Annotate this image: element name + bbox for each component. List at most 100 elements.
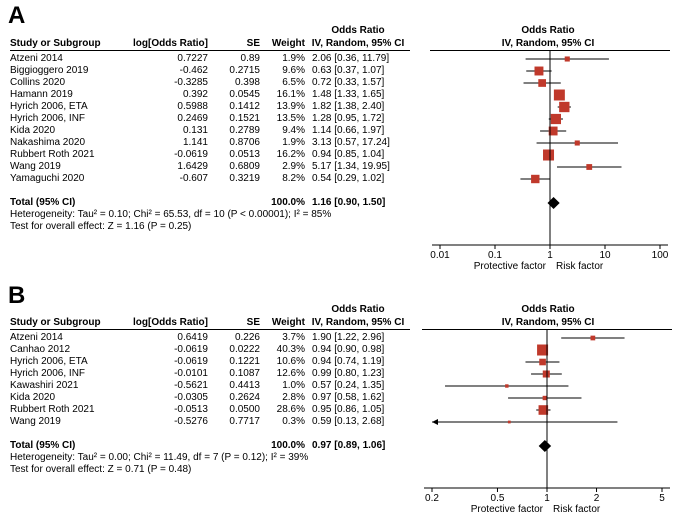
study-estimate: -0.0619 [174,344,208,355]
x-tick-label: 100 [651,250,669,261]
x-tick-label: 5 [659,493,665,504]
study-se: 0.2624 [229,392,260,403]
x-tick-label: 2 [593,493,600,504]
study-ci: 0.94 [0.74, 1.19] [312,356,385,367]
study-ci: 0.63 [0.37, 1.07] [312,65,385,76]
study-weight: 13.9% [276,101,305,112]
study-weight: 9.4% [282,125,305,136]
panel-a-label: A [8,2,26,29]
study-se: 0.398 [234,77,260,88]
study-se: 0.2715 [229,65,260,76]
study-weight: 9.6% [282,65,305,76]
study-se: 0.6809 [229,161,260,172]
header-study: Study or Subgroup [10,38,101,49]
study-estimate: 1.141 [182,137,208,148]
total-diamond [547,197,560,209]
study-marker [537,344,549,356]
study-estimate: -0.3285 [174,77,208,88]
study-weight: 16.1% [276,89,305,100]
study-weight: 2.8% [282,392,305,403]
study-marker [586,164,593,170]
overall-effect-text: Test for overall effect: Z = 1.16 (P = 0… [10,221,192,232]
heterogeneity-text: Heterogeneity: Tau² = 0.10; Chi² = 65.53… [10,209,332,220]
header-estimate: log[Odds Ratio] [133,317,208,328]
header-method: IV, Random, 95% CI [311,38,405,49]
ci-arrow [432,419,438,425]
study-weight: 13.5% [276,113,305,124]
study-ci: 0.57 [0.24, 1.35] [312,380,385,391]
study-marker [538,79,547,87]
header-study: Study or Subgroup [10,317,101,328]
study-se: 0.1521 [229,113,260,124]
study-marker [564,56,570,62]
total-diamond [538,440,552,452]
x-tick-label: 0.2 [425,493,439,504]
study-estimate: -0.462 [179,65,208,76]
plot-header-rule [422,329,672,330]
study-name: Atzeni 2014 [10,332,63,343]
study-weight: 6.5% [282,77,305,88]
study-estimate: -0.5621 [174,380,208,391]
study-ci: 2.06 [0.36, 11.79] [312,53,390,64]
x-tick-label: 1 [547,250,553,261]
total-label: Total (95% CI) [10,197,76,208]
study-weight: 40.3% [276,344,305,355]
study-name: Hamann 2019 [10,89,73,100]
study-name: Wang 2019 [10,416,61,427]
heterogeneity-text: Heterogeneity: Tau² = 0.00; Chi² = 11.49… [10,452,309,463]
study-ci: 1.28 [0.95, 1.72] [312,113,385,124]
study-ci: 1.48 [1.33, 1.65] [312,89,385,100]
study-name: Kida 2020 [10,392,56,403]
study-marker [548,126,558,136]
study-se: 0.8706 [229,137,260,148]
study-name: Nakashima 2020 [10,137,86,148]
study-weight: 0.3% [282,416,305,427]
study-estimate: -0.0305 [174,392,208,403]
header-method: IV, Random, 95% CI [311,317,405,328]
study-marker [505,384,509,388]
study-ci: 0.94 [0.90, 0.98] [312,344,385,355]
study-se: 0.89 [240,53,260,64]
study-name: Yamaguchi 2020 [10,173,85,184]
study-se: 0.226 [234,332,260,343]
study-weight: 8.2% [282,173,305,184]
study-ci: 0.54 [0.29, 1.02] [312,173,385,184]
risk-factor-label: Risk factor [556,261,604,272]
study-name: Kida 2020 [10,125,56,136]
total-weight: 100.0% [271,197,305,208]
total-label: Total (95% CI) [10,440,76,451]
study-name: Collins 2020 [10,77,66,88]
study-estimate: 0.131 [182,125,208,136]
study-weight: 10.6% [276,356,305,367]
study-name: Canhao 2012 [10,344,71,355]
study-estimate: 0.6419 [177,332,208,343]
plot-header-group-label: Odds Ratio [521,25,575,36]
panel-b-label: B [8,282,26,309]
study-name: Atzeni 2014 [10,53,63,64]
study-ci: 0.95 [0.86, 1.05] [312,404,385,415]
protective-factor-label: Protective factor [473,261,546,272]
total-weight: 100.0% [271,440,305,451]
study-weight: 16.2% [276,149,305,160]
study-ci: 1.14 [0.66, 1.97] [312,125,385,136]
study-ci: 0.59 [0.13, 2.68] [312,416,385,427]
protective-factor-label: Protective factor [470,504,543,515]
study-se: 0.0500 [229,404,260,415]
study-weight: 3.7% [282,332,305,343]
study-marker [543,149,555,161]
study-marker [542,370,550,378]
study-weight: 1.9% [282,53,305,64]
x-tick-label: 0.01 [430,250,450,261]
total-ci: 1.16 [0.90, 1.50] [312,197,386,208]
study-estimate: -0.607 [179,173,208,184]
x-tick-label: 0.5 [490,493,505,504]
study-name: Biggioggero 2019 [10,65,89,76]
study-name: Hyrich 2006, INF [10,113,86,124]
study-marker [559,101,570,113]
study-marker [531,174,540,184]
study-name: Kawashiri 2021 [10,380,79,391]
study-marker [534,66,544,76]
study-marker [574,140,580,146]
study-ci: 5.17 [1.34, 19.95] [312,161,390,172]
study-name: Rubbert Roth 2021 [10,149,95,160]
